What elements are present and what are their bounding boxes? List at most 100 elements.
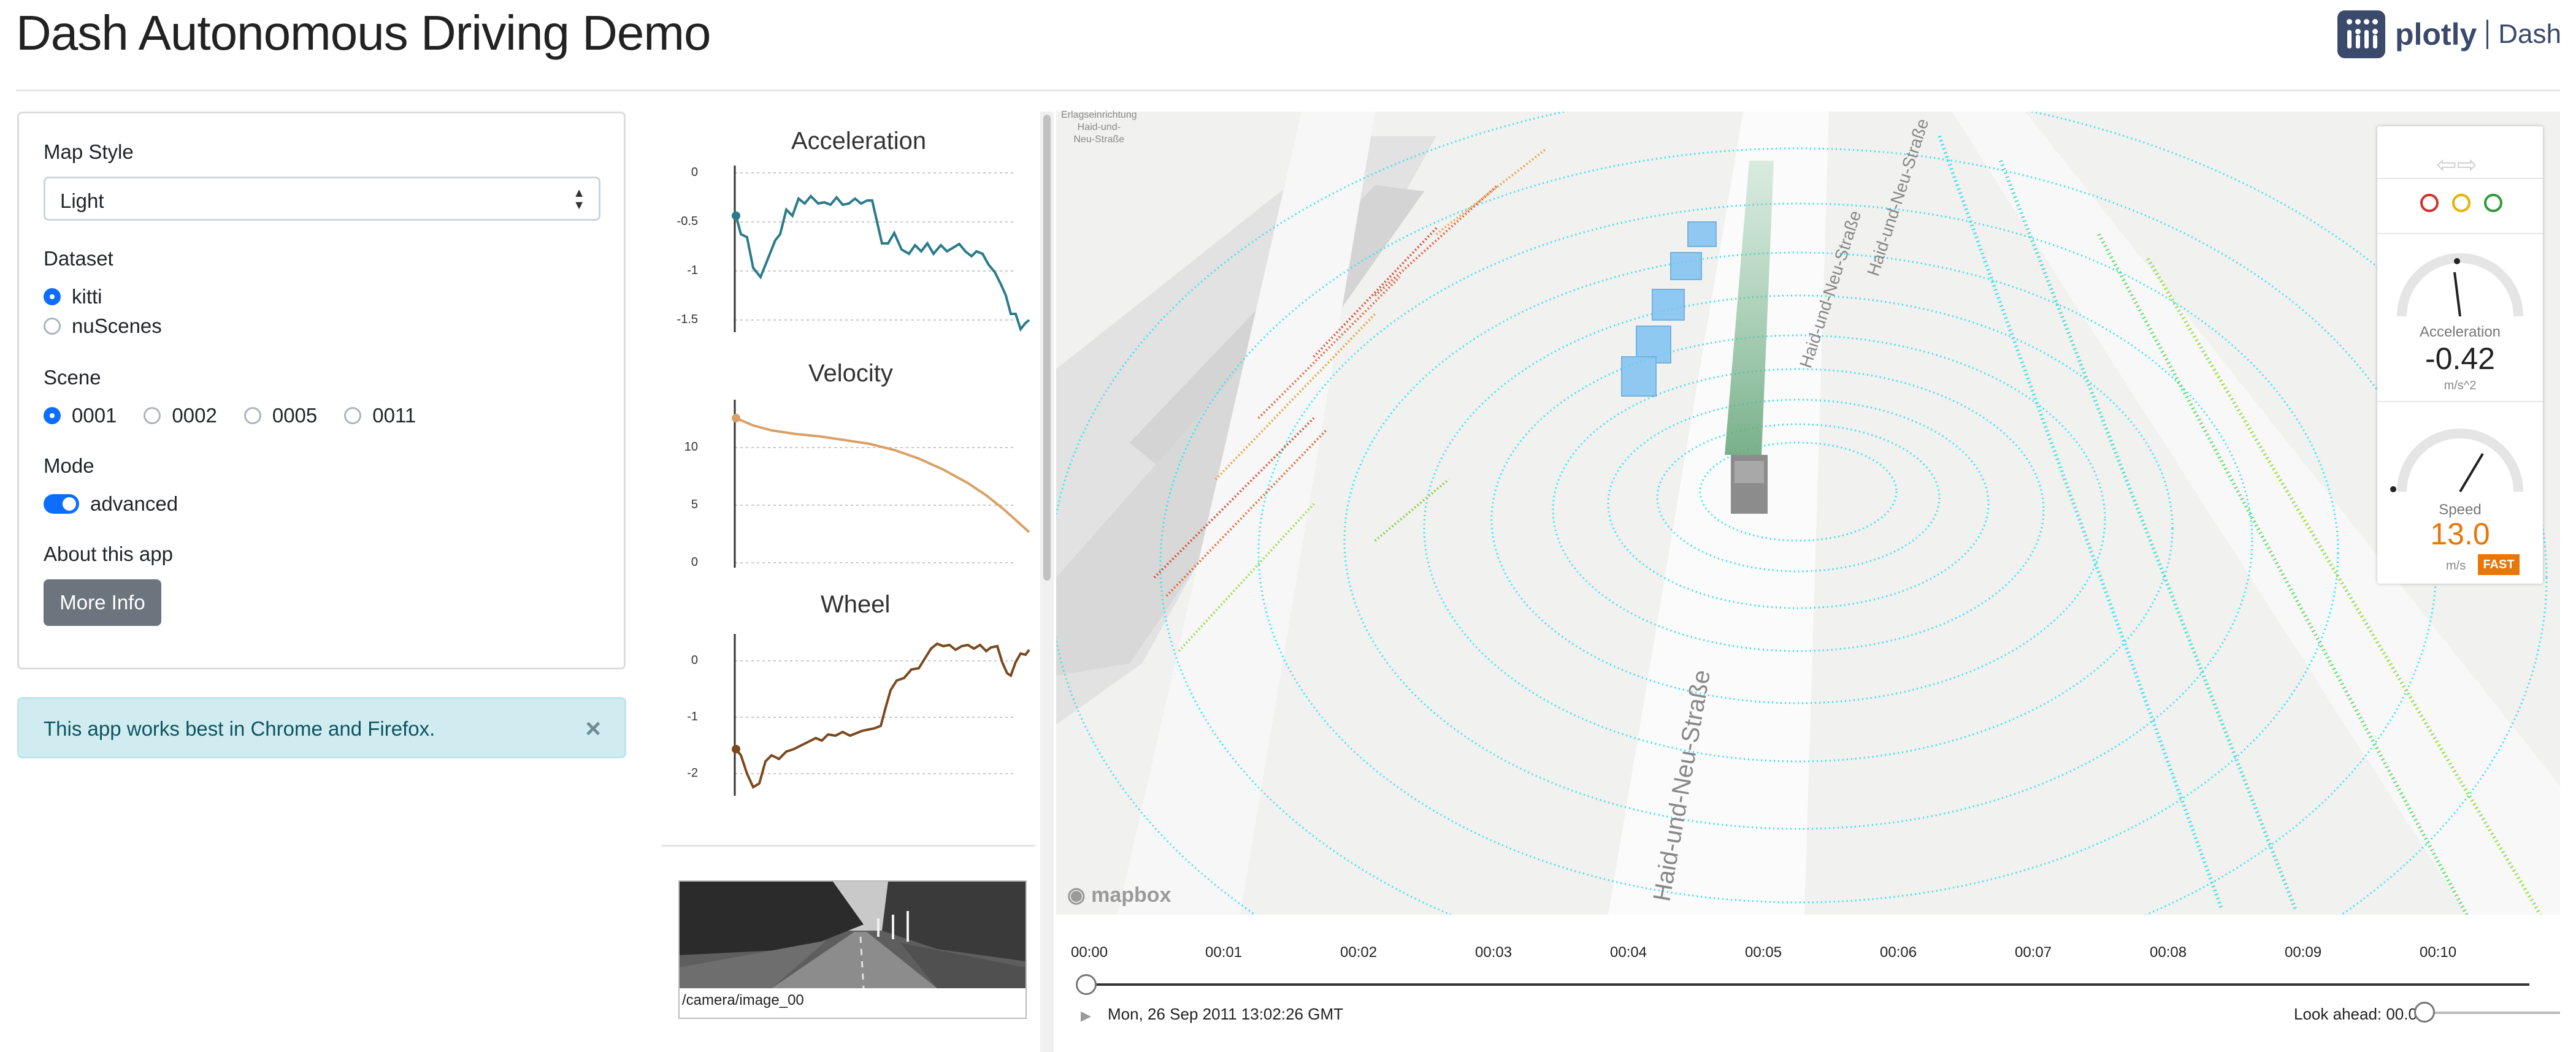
timeline-tick: 00:04 (1610, 944, 1647, 961)
lidar-building-points (1153, 147, 1548, 652)
close-icon[interactable]: × (585, 714, 601, 744)
plots-scrollbar-thumb[interactable] (1043, 115, 1051, 581)
map-style-label: Map Style (44, 140, 134, 163)
scene-radio-group: 0001 0002 0005 0011 (44, 404, 416, 427)
lookahead-slider-track[interactable] (2423, 1012, 2560, 1014)
mapbox-logo-icon: ◉ (1067, 883, 1086, 907)
acceleration-ytick: -0.5 (677, 215, 698, 228)
acceleration-ytick: 0 (691, 166, 698, 179)
acceleration-value: -0.42 (2425, 341, 2495, 376)
dataset-option-nuscenes[interactable]: nuScenes (44, 314, 162, 338)
planned-trajectory (1725, 161, 1774, 455)
plotly-dash-logo[interactable]: plotly Dash (2337, 10, 2561, 59)
toggle-switch[interactable] (44, 494, 79, 514)
turn-signal-arrows-icon: ⇦⇨ (2436, 151, 2478, 178)
scene-option-0002[interactable]: 0002 (144, 404, 217, 427)
timeline-tick: 00:03 (1475, 944, 1512, 961)
tracked-objects (1621, 221, 1717, 397)
scene-option-label: 0001 (72, 404, 117, 427)
dataset-label: Dataset (44, 247, 113, 270)
acceleration-unit: m/s^2 (2444, 379, 2477, 392)
logo-product: Dash (2498, 19, 2561, 49)
more-info-button[interactable]: More Info (44, 579, 161, 626)
lidar-rings (1056, 112, 2548, 915)
acceleration-label: Acceleration (2419, 324, 2501, 340)
radio-unselected-icon[interactable] (144, 407, 161, 424)
timeline-tick: 00:02 (1340, 944, 1378, 961)
dataset-option-kitti[interactable]: kitti (44, 285, 102, 308)
timeline-tick: 00:09 (2285, 944, 2322, 961)
wheel-plot-title: Wheel (821, 591, 891, 618)
velocity-ytick: 5 (691, 498, 698, 511)
scene-option-label: 0005 (272, 404, 318, 427)
map-credit-text: Erlagseinrichtung Haid-und- Neu-Straße (1061, 110, 1137, 145)
radio-selected-icon[interactable] (44, 288, 61, 305)
speed-value: 13.0 (2430, 517, 2490, 551)
ego-vehicle (1731, 455, 1768, 514)
velocity-line (735, 417, 1030, 533)
about-label: About this app (44, 543, 173, 565)
browser-alert: This app works best in Chrome and Firefo… (17, 697, 626, 758)
app-title: Dash Autonomous Driving Demo (16, 6, 711, 60)
wheel-ytick: -2 (687, 766, 698, 780)
timestamp-label: Mon, 26 Sep 2011 13:02:26 GMT (1108, 1005, 1343, 1023)
wheel-ytick: 0 (691, 654, 698, 667)
select-arrows-icon: ▲ ▼ (573, 186, 585, 212)
radio-unselected-icon[interactable] (44, 318, 61, 335)
wheel-ytick: -1 (687, 710, 698, 723)
vehicle-meters-panel: ⇦⇨ Acceleration -0.42 m/s^2 Speed 13.0 m… (2377, 126, 2543, 584)
acceleration-gauge-icon (2397, 253, 2523, 317)
timeline-tick: 00:00 (1071, 944, 1108, 961)
lidar-map-view[interactable]: Haid-und-Neu-Straße Haid-und-Neu-Straße … (1056, 112, 2560, 915)
acceleration-ytick: -1.5 (677, 313, 698, 326)
camera-street-scene (680, 882, 1025, 989)
traffic-light-green-icon (2484, 194, 2502, 212)
map-style-value: Light (60, 189, 104, 212)
velocity-plot-title: Velocity (808, 360, 893, 387)
timeline-tick: 00:07 (2015, 944, 2052, 961)
acceleration-ytick: -1 (687, 264, 698, 277)
radio-unselected-icon[interactable] (243, 407, 261, 424)
acceleration-plot-title: Acceleration (791, 128, 927, 154)
dataset-option-label: kitti (72, 285, 102, 308)
lookahead-slider-handle[interactable] (2414, 1002, 2435, 1023)
mode-switch[interactable]: advanced (44, 492, 178, 516)
lidar-scene-svg: Haid-und-Neu-Straße Haid-und-Neu-Straße … (1056, 112, 2560, 915)
acceleration-current-marker (732, 212, 740, 220)
radio-unselected-icon[interactable] (344, 407, 362, 424)
timeline-slider-track[interactable] (1084, 983, 2529, 986)
speed-label: Speed (2439, 501, 2482, 518)
plotly-logo-icon (2337, 10, 2385, 58)
timeline-slider-handle[interactable] (1076, 974, 1097, 995)
traffic-light-red-icon (2420, 194, 2439, 212)
timeline-tick: 00:05 (1745, 944, 1782, 961)
scene-option-0005[interactable]: 0005 (243, 404, 318, 427)
scene-option-0011[interactable]: 0011 (344, 404, 416, 427)
alert-text: This app works best in Chrome and Firefo… (44, 717, 435, 740)
speed-unit: m/s (2446, 559, 2466, 573)
play-icon[interactable]: ▶ (1081, 1008, 1091, 1023)
velocity-ytick: 0 (691, 555, 698, 569)
map-style-select[interactable]: Light ▲ ▼ (44, 177, 600, 221)
metrics-plots: Acceleration 0 -0.5 -1 -1.5 Velocity 10 … (661, 112, 1034, 1052)
timeline-tick: 00:08 (2150, 944, 2187, 961)
camera-image (678, 880, 1027, 1019)
timeline-tick: 00:10 (2420, 944, 2457, 961)
camera-caption: /camera/image_00 (682, 992, 804, 1008)
mapbox-attribution: mapbox (1091, 883, 1171, 907)
map-credit-label: Erlagseinrichtung Haid-und- Neu-Straße (1061, 109, 1137, 146)
radio-selected-icon[interactable] (44, 407, 61, 424)
traffic-light-yellow-icon (2452, 194, 2471, 212)
logo-divider (2486, 20, 2489, 49)
plots-divider (661, 845, 1035, 847)
velocity-ytick: 10 (684, 440, 698, 454)
scene-option-0001[interactable]: 0001 (44, 404, 117, 427)
wheel-line (735, 642, 1030, 789)
scene-option-label: 0002 (172, 404, 217, 427)
header-divider (16, 90, 2560, 91)
speed-gauge-icon (2390, 429, 2523, 493)
scene-label: Scene (44, 366, 101, 389)
control-card: Map Style Light ▲ ▼ Dataset kitti nuScene… (17, 112, 626, 669)
mode-toggle-label: advanced (90, 492, 178, 515)
mapbox-logo[interactable]: ◉ mapbox (1067, 883, 1171, 907)
